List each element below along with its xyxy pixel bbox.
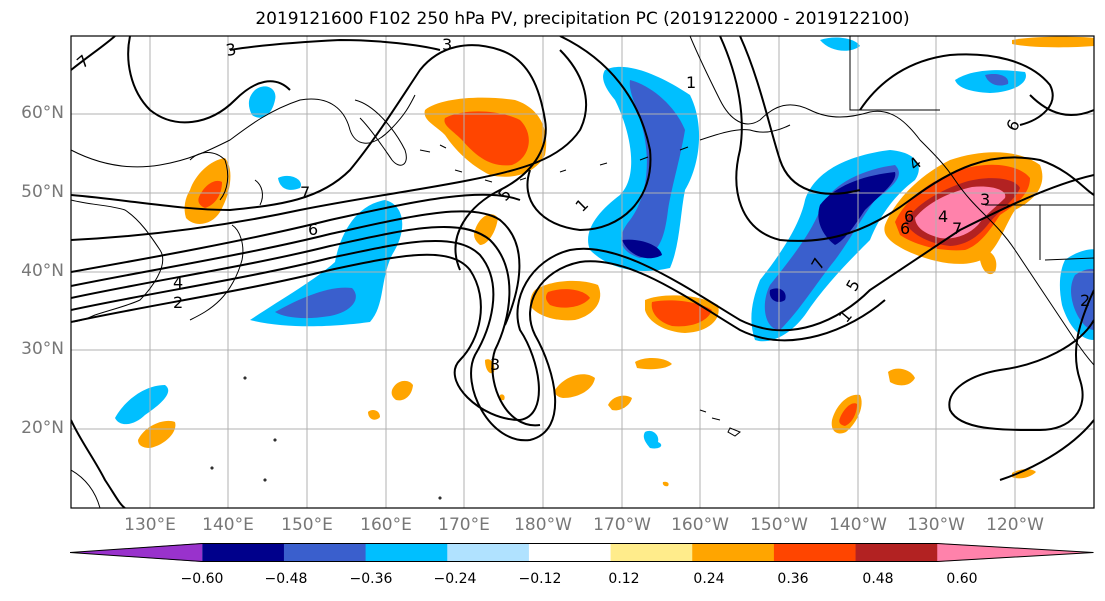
lon-label: 130°E [124, 515, 176, 535]
colorbar-segment [773, 543, 857, 562]
lon-label: 180°W [514, 515, 572, 535]
contour-label: 2 [173, 293, 183, 312]
colorbar [70, 543, 1094, 562]
contour-label: 4 [173, 273, 183, 292]
colorbar-extend-min [70, 543, 203, 562]
contour-label: 6 [904, 207, 914, 226]
colorbar-tick-label: 0.36 [777, 571, 809, 587]
colorbar-outline [70, 543, 1094, 562]
lon-label: 150°W [750, 515, 808, 535]
colorbar-tick-label: 0.48 [862, 571, 894, 587]
colorbar-tick-label: 0.24 [693, 571, 725, 587]
colorbar-segment [528, 543, 612, 562]
contour-label: 4 [938, 207, 948, 226]
lon-label: 160°E [360, 515, 412, 535]
lon-label: 170°W [593, 515, 651, 535]
colorbar-tick-label: −0.12 [518, 571, 562, 587]
colorbar-tick-label: −0.48 [264, 571, 308, 587]
colorbar-extend-max [937, 543, 1094, 562]
lat-label: 50°N [21, 182, 64, 202]
lon-label: 140°W [829, 515, 887, 535]
colorbar-segment [365, 543, 448, 562]
colorbar-segment [283, 543, 367, 562]
colorbar-tick-label: 0.60 [946, 571, 978, 587]
lat-label: 60°N [21, 103, 64, 123]
lat-label: 20°N [21, 418, 64, 438]
contour-label: 3 [980, 190, 990, 209]
lat-label: 30°N [21, 339, 64, 359]
gridlines [71, 36, 1094, 508]
lon-label: 160°W [671, 515, 729, 535]
colorbar-tick-label: −0.36 [349, 571, 393, 587]
contour-label: 3 [490, 355, 500, 374]
contour-label: 2 [1080, 291, 1090, 310]
lon-label: 120°W [986, 515, 1044, 535]
negative-anomaly-shading [115, 37, 1094, 449]
contour-label: 1 [686, 73, 696, 92]
contour-label: 7 [300, 183, 310, 202]
lon-label: 140°E [202, 515, 254, 535]
lon-label: 150°E [281, 515, 333, 535]
lat-label: 40°N [21, 261, 64, 281]
pv-contours [71, 36, 1094, 508]
colorbar-segment [692, 543, 775, 562]
colorbar-segment [855, 543, 938, 562]
colorbar-segment [610, 543, 693, 562]
contour-label: 6 [308, 220, 318, 239]
lon-label: 130°W [907, 515, 965, 535]
colorbar-segment [202, 543, 285, 562]
lon-label: 170°E [438, 515, 490, 535]
map-frame [70, 35, 1095, 509]
contour-label: 3 [442, 35, 452, 54]
contour-label: 6 [900, 219, 910, 238]
colorbar-segment [447, 543, 530, 562]
colorbar-tick-label: −0.24 [433, 571, 477, 587]
colorbar-tick-label: 0.12 [608, 571, 640, 587]
contour-label: 3 [224, 39, 237, 59]
chart-title: 2019121600 F102 250 hPa PV, precipitatio… [255, 9, 910, 29]
colorbar-tick-label: −0.60 [180, 571, 224, 587]
contour-label: 7 [952, 219, 962, 238]
